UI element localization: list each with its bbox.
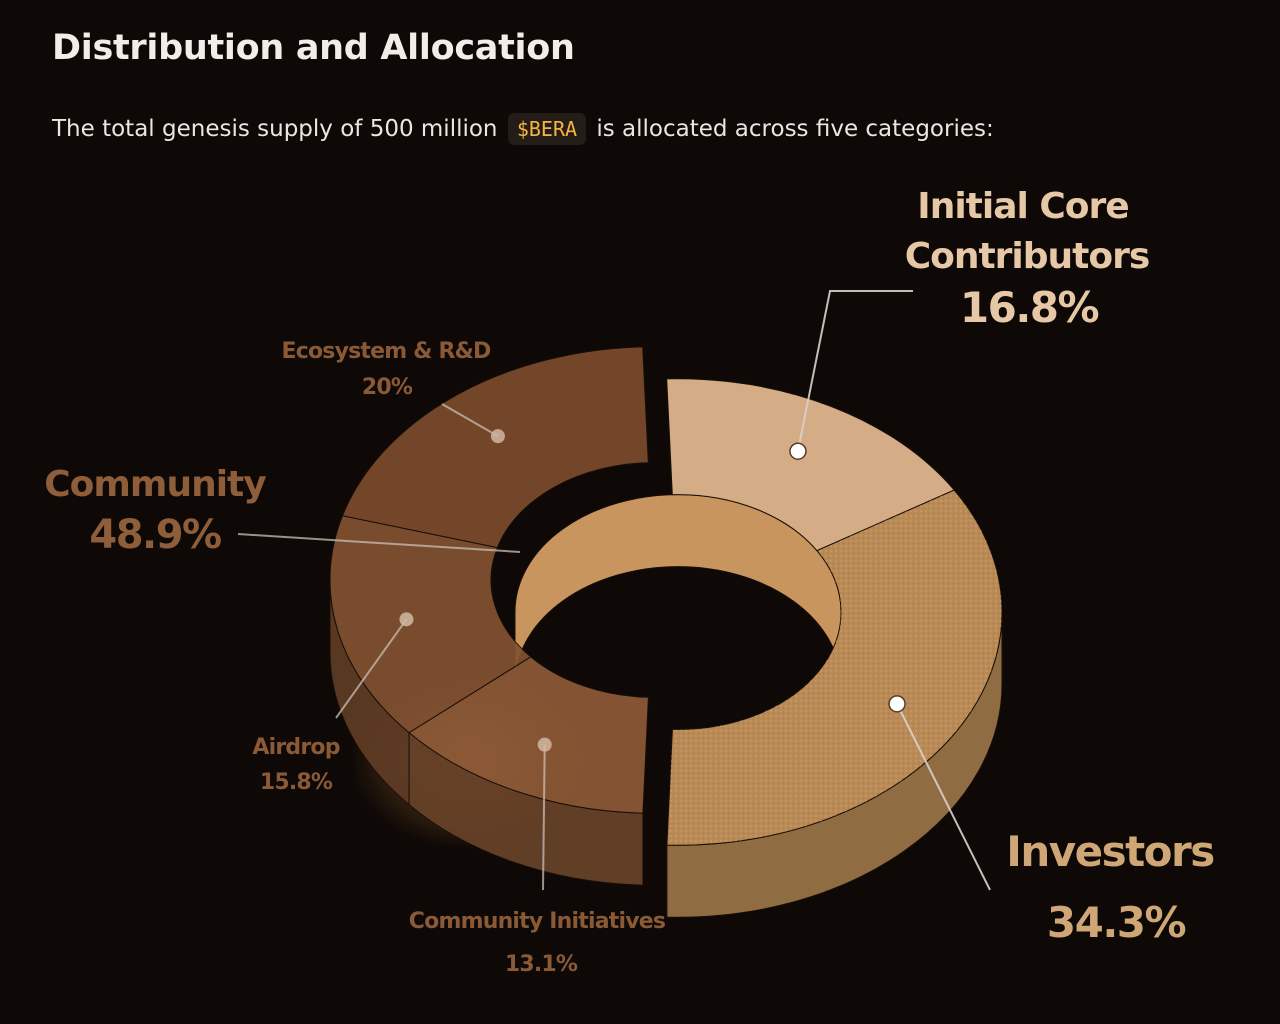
intro-before: The total genesis supply of 500 million (52, 116, 498, 142)
ecosystem-label: Ecosystem & R&D (282, 339, 492, 364)
airdrop-marker (399, 612, 414, 627)
core-contributors-leader-line (796, 290, 913, 452)
airdrop-slice (329, 515, 532, 734)
investors-leader-line (896, 703, 991, 891)
airdrop-label: Airdrop (252, 735, 339, 760)
ecosystem-percent: 20% (362, 375, 413, 400)
ecosystem-marker (490, 429, 505, 444)
community-label: Community (44, 464, 266, 505)
intro-after: is allocated across five categories: (596, 116, 994, 142)
community-initiatives-marker (537, 737, 552, 752)
core-contributors-slice (666, 378, 956, 552)
ecosystem-slice (341, 346, 649, 549)
investors-label: Investors (1006, 827, 1214, 876)
core-contributors-label-line1: Initial Core (917, 186, 1128, 227)
community-group-leader-line (237, 533, 521, 553)
community-initiatives-leader-line (542, 744, 546, 891)
investors-marker (888, 695, 906, 713)
core-contributors-percent: 16.8% (960, 283, 1099, 332)
airdrop-leader-line (335, 618, 408, 719)
community-initiatives-percent: 13.1% (505, 952, 578, 977)
community-percent: 48.9% (89, 512, 221, 558)
token-code: $BERA (507, 113, 587, 145)
ecosystem-leader-line (441, 403, 499, 438)
investors-percent: 34.3% (1047, 898, 1186, 947)
investors-texture (666, 490, 1002, 846)
core-contributors-label-line2: Contributors (905, 236, 1150, 277)
community-initiatives-label: Community Initiatives (409, 909, 666, 934)
intro-text: The total genesis supply of 500 million … (52, 112, 994, 146)
airdrop-percent: 15.8% (260, 770, 333, 795)
core-contributors-marker (789, 442, 807, 460)
page-title: Distribution and Allocation (52, 28, 575, 68)
